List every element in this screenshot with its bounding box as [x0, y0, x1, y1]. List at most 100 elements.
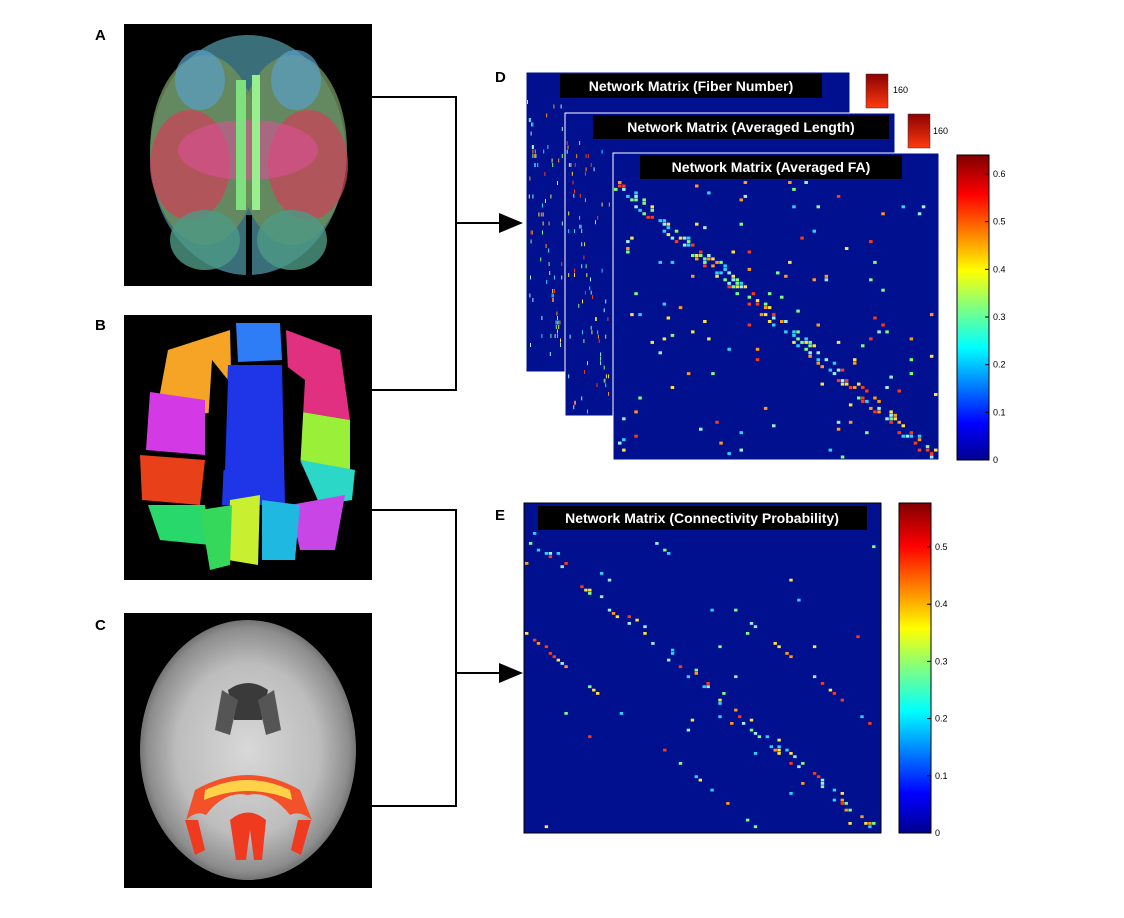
matrix-cell — [763, 302, 768, 306]
matrix-cell — [581, 242, 583, 247]
matrix-cell — [755, 302, 760, 306]
matrix-cell — [751, 292, 756, 296]
matrix-cell — [816, 358, 820, 362]
matrix-cell — [662, 302, 667, 306]
matrix-cell — [808, 351, 812, 355]
matrix-cell — [719, 441, 723, 445]
matrix-cell — [777, 745, 781, 749]
matrix-cell — [917, 448, 922, 452]
colorbar-averaged-length — [907, 113, 931, 149]
matrix-cell — [634, 191, 638, 195]
matrix-cell — [573, 193, 575, 198]
matrix-cell — [530, 118, 531, 122]
matrix-cell — [772, 316, 776, 320]
matrix-cell — [804, 181, 808, 184]
matrix-cell — [772, 424, 776, 428]
matrix-cell — [618, 184, 622, 188]
matrix-cell — [658, 219, 662, 223]
matrix-cell — [564, 562, 568, 565]
matrix-cell — [804, 337, 808, 341]
matrix-cell — [763, 406, 768, 410]
matrix-cell — [554, 334, 556, 338]
matrix-cell — [535, 154, 537, 158]
matrix-cell — [608, 202, 610, 207]
matrix-cell — [844, 808, 848, 812]
matrix-connectivity-probability: Network Matrix (Connectivity Probability… — [523, 502, 948, 838]
matrix-cell — [686, 243, 691, 247]
matrix-cell — [840, 455, 845, 459]
mri-slice-image — [124, 613, 372, 888]
matrix-cell — [820, 778, 825, 782]
matrix-cell — [667, 552, 671, 555]
matrix-cell — [796, 344, 800, 348]
matrix-cell — [743, 194, 748, 198]
matrix-cell — [749, 728, 754, 732]
matrix-cell — [706, 682, 710, 685]
matrix-cell — [856, 635, 860, 639]
matrix-cell — [780, 320, 784, 323]
matrix-cell — [836, 368, 841, 372]
colorbar-tick-label: 0.1 — [935, 771, 948, 781]
matrix-cell — [630, 313, 634, 317]
matrix-cell — [678, 665, 683, 669]
matrix-cell — [893, 413, 897, 417]
matrix-cell — [836, 194, 841, 198]
matrix-cell — [550, 194, 552, 199]
matrix-cell — [537, 163, 539, 167]
matrix-cell — [857, 396, 861, 400]
matrix-cell — [784, 320, 788, 323]
matrix-cell — [747, 295, 752, 299]
matrix-cell — [792, 340, 796, 344]
matrix-cell — [614, 187, 618, 191]
matrix-cell — [840, 379, 845, 383]
matrix-cell — [581, 229, 583, 233]
matrix-cell — [812, 772, 817, 775]
matrix-cell — [861, 344, 865, 348]
matrix-cell — [674, 240, 679, 244]
matrix-cell — [873, 410, 877, 414]
matrix-cell — [622, 187, 626, 191]
colorbar-tick-label: 0.4 — [935, 599, 948, 609]
matrix-cell — [670, 260, 675, 264]
matrix-cell — [634, 292, 638, 296]
matrix-cell — [573, 405, 575, 410]
matrix-cell — [548, 652, 553, 655]
matrix-cell — [670, 652, 675, 655]
matrix-cell — [666, 226, 671, 230]
matrix-cell — [560, 662, 564, 665]
colorbar-tick-label: 0 — [935, 828, 940, 838]
matrix-cell — [532, 532, 537, 535]
matrix-cell — [534, 163, 536, 167]
matrix-cell — [789, 655, 793, 659]
matrix-cell — [703, 257, 707, 261]
matrix-cell — [767, 292, 772, 296]
matrix-cell — [917, 212, 922, 216]
matrix-cell — [872, 822, 876, 825]
matrix-cell — [580, 224, 582, 229]
matrix-cell — [738, 715, 742, 719]
matrix-cell — [556, 320, 558, 325]
matrix-cell — [917, 434, 922, 438]
matrix-cell — [603, 365, 605, 370]
matrix-cell — [816, 351, 820, 355]
matrix-cell — [703, 264, 707, 268]
matrix-cell — [848, 386, 853, 389]
matrix-cell — [820, 782, 825, 785]
matrix-cell — [608, 392, 610, 396]
matrix-cell — [607, 608, 612, 612]
tractography-image — [124, 24, 372, 286]
matrix-cell — [844, 247, 849, 250]
matrix-cell — [789, 752, 793, 755]
matrix-cell — [703, 260, 707, 264]
matrix-cell — [777, 752, 781, 755]
matrix-cell — [533, 145, 534, 149]
matrix-cell — [840, 368, 845, 372]
matrix-cell — [853, 358, 857, 362]
matrix-cell — [670, 236, 675, 240]
matrix-cell — [650, 340, 654, 344]
matrix-cell — [885, 386, 889, 389]
matrix-cell — [691, 330, 695, 334]
matrix-cell — [897, 389, 901, 393]
matrix-cell — [638, 313, 642, 317]
matrix-cell — [731, 250, 735, 254]
